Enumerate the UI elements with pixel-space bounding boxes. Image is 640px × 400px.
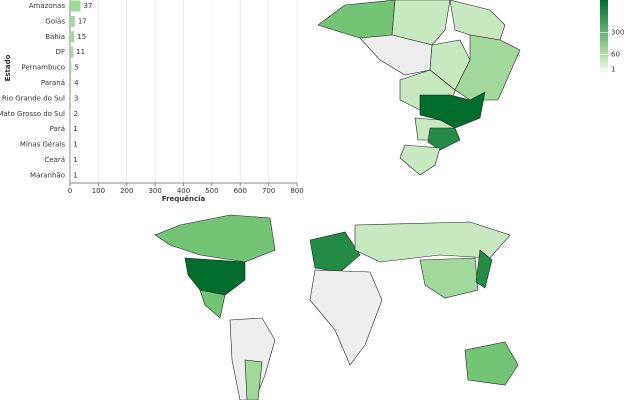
bar — [70, 77, 72, 89]
legend-tick-label: 1 — [611, 66, 615, 74]
region — [391, 0, 451, 46]
bar — [70, 92, 71, 104]
value-label: 11 — [76, 48, 85, 56]
country — [354, 221, 511, 263]
y-tick-label: Amazonas — [29, 2, 66, 10]
country — [464, 341, 519, 386]
y-tick-label: Paraná — [41, 79, 65, 87]
region — [317, 0, 396, 41]
world-map — [154, 214, 519, 400]
region — [449, 0, 506, 41]
y-tick-label: Goiás — [45, 17, 65, 25]
country — [419, 257, 479, 299]
value-label: 1 — [73, 141, 77, 149]
country — [309, 231, 361, 273]
region — [427, 127, 461, 151]
bar — [70, 62, 72, 74]
y-tick-label: Ceará — [44, 156, 65, 164]
country — [475, 249, 493, 289]
legend-tick-label: 60 — [611, 50, 620, 58]
y-tick-label: Pará — [50, 125, 65, 133]
country — [309, 269, 383, 366]
x-tick-label: 200 — [120, 187, 133, 195]
country — [229, 317, 276, 400]
value-label: 15 — [77, 33, 86, 41]
value-label: 1 — [73, 171, 77, 179]
y-tick-label: DF — [56, 48, 65, 56]
y-tick-label: Maranhão — [30, 171, 65, 179]
x-tick-label: 400 — [177, 187, 190, 195]
x-tick-label: 0 — [68, 187, 72, 195]
value-label: 37 — [83, 2, 92, 10]
bar — [70, 46, 74, 58]
y-tick-label: Minas Gerais — [20, 141, 65, 149]
country — [199, 289, 226, 319]
bar — [70, 15, 75, 27]
brazil-map — [317, 0, 521, 176]
x-tick-label: 600 — [234, 187, 247, 195]
value-label: 4 — [74, 79, 79, 87]
x-tick-label: 500 — [205, 187, 218, 195]
y-tick-label: Bahia — [45, 33, 65, 41]
color-legend — [600, 0, 608, 72]
value-label: 17 — [78, 17, 87, 25]
y-tick-label: Pernambuco — [21, 64, 65, 72]
legend-tick-label: 300 — [611, 29, 624, 37]
x-tick-label: 100 — [92, 187, 105, 195]
x-tick-label: 300 — [148, 187, 161, 195]
bar — [70, 0, 81, 12]
region — [454, 34, 521, 101]
bar — [70, 108, 71, 120]
country — [154, 214, 276, 263]
region — [399, 144, 441, 176]
x-axis-title: Frequência — [162, 195, 206, 203]
y-axis-title: Estado — [4, 54, 12, 81]
y-tick-label: Mato Grosso do Sul — [0, 110, 65, 118]
region — [419, 91, 486, 129]
value-label: 3 — [74, 94, 78, 102]
value-label: 1 — [73, 156, 77, 164]
x-tick-label: 800 — [290, 187, 303, 195]
value-label: 2 — [74, 110, 78, 118]
value-label: 5 — [74, 64, 78, 72]
country — [244, 359, 263, 400]
bar — [70, 31, 75, 43]
x-tick-label: 700 — [262, 187, 275, 195]
y-tick-label: Rio Grande do Sul — [2, 94, 65, 102]
country — [184, 257, 246, 296]
value-label: 1 — [73, 125, 77, 133]
